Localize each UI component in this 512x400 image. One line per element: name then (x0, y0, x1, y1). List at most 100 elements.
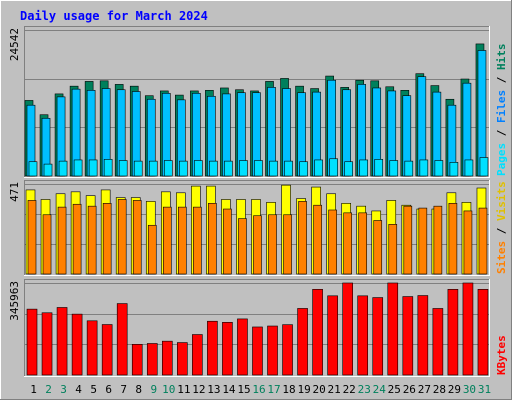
legend-separator: / (495, 70, 508, 90)
bar-kbytes-day-29 (447, 289, 459, 376)
bar-pages-day-21 (329, 158, 338, 177)
bar-sites-day-4 (72, 203, 82, 275)
max-value-label: 471 (8, 182, 21, 202)
bar-sites-day-27 (418, 207, 428, 275)
bar-sites-day-23 (358, 212, 368, 275)
series-legend: KBytes (495, 335, 508, 375)
bar-pages-day-25 (389, 160, 399, 177)
day-label-7: 7 (120, 383, 127, 396)
max-value-label: 345963 (8, 281, 21, 321)
bar-sites-day-24 (373, 220, 383, 275)
bar-pages-day-11 (179, 160, 188, 177)
panels-group: 24542 Pages / Files / Hits 471 Sites / Visi… (8, 26, 508, 377)
bar-kbytes-day-30 (462, 282, 474, 376)
day-label-26: 26 (403, 383, 416, 396)
bar-kbytes-day-10 (161, 340, 173, 376)
bar-pages-day-6 (103, 159, 113, 177)
bar-kbytes-day-25 (387, 282, 399, 376)
day-label-21: 21 (328, 383, 341, 396)
bar-kbytes-day-23 (357, 295, 369, 376)
day-label-6: 6 (105, 383, 112, 396)
legend-separator: / (495, 123, 508, 143)
bar-pages-day-24 (374, 159, 384, 177)
max-value-label: 24542 (8, 28, 21, 61)
bar-pages-day-16 (254, 160, 263, 177)
bar-pages-day-4 (73, 159, 83, 177)
bar-kbytes-day-27 (417, 295, 429, 376)
bar-kbytes-day-1 (26, 308, 38, 376)
bar-sites-day-21 (328, 209, 337, 275)
bar-pages-day-15 (239, 160, 248, 177)
day-label-30: 30 (463, 383, 476, 396)
day-label-25: 25 (388, 383, 401, 396)
bar-kbytes-day-15 (237, 318, 248, 376)
bar-sites-day-8 (132, 200, 142, 275)
day-label-28: 28 (433, 383, 446, 396)
bar-sites-day-16 (253, 215, 262, 275)
bar-sites-day-13 (208, 203, 217, 275)
bar-sites-day-22 (343, 212, 352, 275)
bar-kbytes-day-8 (131, 344, 143, 376)
bar-pages-day-30 (464, 159, 474, 177)
series-legend: Pages / Files / Hits (495, 44, 508, 177)
bar-files-day-31 (477, 50, 487, 177)
legend-sites: Sites (495, 241, 508, 274)
panel-kbytes: 345963 KBytes (8, 279, 508, 377)
bar-sites-day-10 (162, 206, 172, 275)
day-labels-group: 1 2 3 4 5 6 7 8 9 10 11 12 13 14 15 16 17 18 19 20 21 22 23 24 2… (30, 383, 491, 396)
bar-pages-day-27 (419, 159, 429, 177)
bar-kbytes-day-5 (86, 320, 98, 376)
panel-visits-sites: 471 Sites / Visits (8, 180, 508, 276)
bar-kbytes-day-20 (312, 289, 323, 376)
bar-sites-day-31 (478, 207, 488, 275)
bar-sites-day-20 (313, 204, 322, 275)
legend-files: Files (495, 90, 508, 123)
bar-sites-day-14 (223, 208, 232, 275)
day-label-14: 14 (222, 383, 236, 396)
day-label-27: 27 (418, 383, 431, 396)
bar-kbytes-day-19 (297, 308, 308, 376)
bar-kbytes-day-9 (146, 343, 158, 376)
day-label-12: 12 (192, 383, 205, 396)
day-label-16: 16 (252, 383, 265, 396)
bar-sites-day-5 (87, 205, 97, 275)
bar-sites-day-25 (388, 224, 398, 275)
panel-hits-files-pages: 24542 Pages / Files / Hits (8, 26, 508, 178)
bar-pages-day-29 (449, 162, 459, 177)
day-label-17: 17 (267, 383, 280, 396)
bar-pages-day-12 (194, 160, 203, 177)
bar-kbytes-day-11 (177, 342, 188, 376)
legend-separator: / (495, 221, 508, 241)
day-label-1: 1 (30, 383, 37, 396)
bar-sites-day-7 (117, 199, 127, 275)
day-label-8: 8 (135, 383, 142, 396)
day-label-24: 24 (373, 383, 387, 396)
bar-kbytes-day-31 (477, 289, 489, 376)
bar-pages-day-10 (163, 160, 173, 177)
bar-kbytes-day-24 (372, 297, 384, 376)
bar-sites-day-9 (147, 224, 157, 275)
bar-kbytes-day-13 (207, 320, 218, 376)
bar-sites-day-29 (448, 203, 458, 275)
bar-sites-day-2 (42, 214, 52, 275)
bar-kbytes-day-28 (432, 308, 444, 376)
bar-pages-day-8 (133, 160, 143, 177)
day-label-22: 22 (343, 383, 356, 396)
bar-kbytes-day-4 (71, 313, 83, 376)
bar-pages-day-7 (118, 160, 128, 177)
series-legend: Sites / Visits (495, 181, 508, 274)
bar-pages-day-2 (43, 163, 53, 177)
bar-sites-day-11 (178, 206, 187, 275)
bar-pages-day-23 (359, 159, 369, 177)
day-label-3: 3 (60, 383, 67, 396)
day-label-18: 18 (282, 383, 295, 396)
bar-sites-day-17 (268, 214, 277, 275)
bar-sites-day-30 (463, 210, 473, 275)
bar-pages-day-5 (88, 159, 98, 177)
legend-hits: Hits (495, 44, 508, 71)
day-label-10: 10 (162, 383, 175, 396)
bar-kbytes-day-18 (282, 324, 293, 376)
bar-kbytes-day-14 (222, 322, 233, 376)
